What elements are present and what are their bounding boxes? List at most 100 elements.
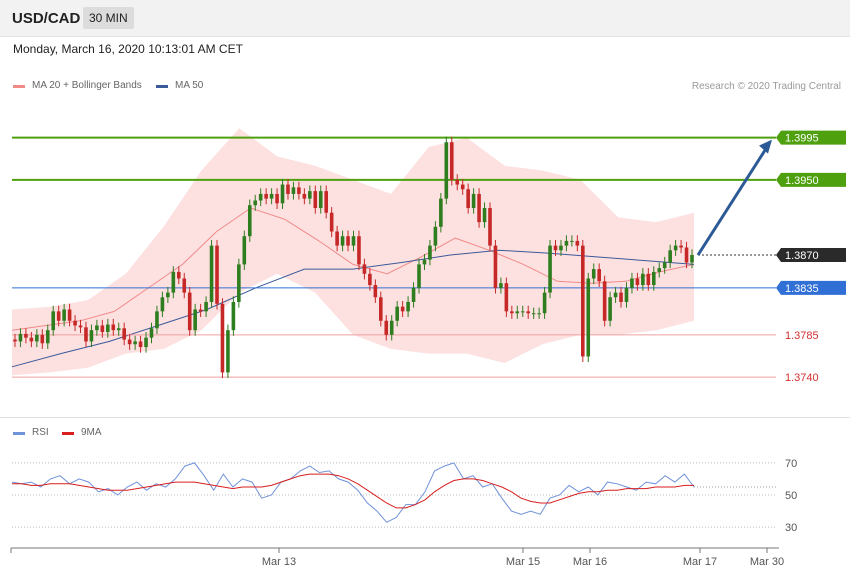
candle-body xyxy=(247,205,252,237)
candle-body xyxy=(460,184,465,190)
candle-body xyxy=(488,208,492,246)
candle-body xyxy=(111,324,116,331)
candle-body xyxy=(237,264,241,302)
candle-body xyxy=(253,200,258,206)
candle-body xyxy=(335,231,339,246)
candle-body xyxy=(313,191,318,209)
candle-body xyxy=(422,259,427,265)
candle-body xyxy=(602,281,607,321)
candle-body xyxy=(624,287,629,302)
candle-body xyxy=(286,184,290,194)
candle-body xyxy=(73,320,77,326)
candle-body xyxy=(662,262,667,269)
candle-body xyxy=(351,236,356,246)
candle-body xyxy=(531,313,536,315)
candle-body xyxy=(679,245,683,248)
candle-body xyxy=(95,325,99,331)
candle-body xyxy=(400,306,405,312)
bollinger-band xyxy=(12,128,694,376)
candle-body xyxy=(504,283,509,312)
candle-body xyxy=(297,187,301,194)
rsi-legend-label: RSI xyxy=(32,427,49,438)
candle-body xyxy=(389,320,394,335)
candle-body xyxy=(149,328,154,338)
candle-body xyxy=(417,264,421,288)
timestamp-label: Monday, March 16, 2020 10:13:01 AM CET xyxy=(13,42,243,56)
level-label-1.3740: 1.3740 xyxy=(785,372,819,384)
candle-body xyxy=(40,334,45,344)
rsi-tick-label: 30 xyxy=(785,522,797,534)
candle-body xyxy=(499,283,503,288)
candle-body xyxy=(520,311,525,313)
candle-body xyxy=(471,193,476,209)
candle-body xyxy=(275,193,279,204)
candle-body xyxy=(373,285,378,298)
ma20-legend-label: MA 20 + Bollinger Bands xyxy=(32,80,142,91)
candle-body xyxy=(619,292,623,302)
candle-body xyxy=(51,311,56,331)
candle-body xyxy=(13,339,17,342)
candle-body xyxy=(291,187,296,194)
candle-body xyxy=(155,311,159,329)
rsi-ma-legend-swatch xyxy=(62,432,74,435)
candle-body xyxy=(482,208,487,223)
candle-body xyxy=(668,250,672,263)
ma50-legend-label: MA 50 xyxy=(175,80,204,91)
rsi-tick-label: 70 xyxy=(785,458,797,470)
candle-body xyxy=(215,245,219,304)
candle-body xyxy=(466,189,470,209)
panel-divider xyxy=(0,417,850,418)
candle-body xyxy=(324,191,329,213)
candle-body xyxy=(340,236,345,246)
candle-body xyxy=(526,311,531,314)
candle-body xyxy=(608,297,612,321)
candle-body xyxy=(133,341,137,345)
candle-body xyxy=(362,264,367,274)
candle-body xyxy=(591,269,596,279)
timeframe-badge[interactable]: 30 MIN xyxy=(83,7,134,29)
candle-body xyxy=(515,311,520,314)
candle-body xyxy=(62,309,66,321)
candle-body xyxy=(641,273,645,286)
candle-body xyxy=(411,287,416,302)
candle-body xyxy=(368,273,372,286)
candle-body xyxy=(318,191,323,209)
candle-body xyxy=(384,320,389,335)
level-label-1.3835: 1.3835 xyxy=(785,283,819,295)
candle-body xyxy=(559,245,563,251)
candle-body xyxy=(29,337,34,342)
candle-body xyxy=(657,268,662,272)
ma50-legend-swatch xyxy=(156,85,168,88)
candle-body xyxy=(493,245,498,288)
candle-body xyxy=(280,184,285,204)
candle-body xyxy=(84,327,88,342)
symbol-label: USD/CAD xyxy=(12,10,81,27)
candle-body xyxy=(613,292,618,298)
level-label-1.3950: 1.3950 xyxy=(785,175,819,187)
candle-body xyxy=(553,245,558,251)
x-tick-label: Mar 17 xyxy=(683,556,717,568)
level-label-1.3870: 1.3870 xyxy=(785,250,819,262)
candle-body xyxy=(166,292,170,298)
candle-body xyxy=(56,311,61,321)
candle-body xyxy=(542,292,547,314)
candle-body xyxy=(160,297,165,312)
level-tag-1.3870 xyxy=(776,248,846,262)
candle-body xyxy=(346,236,350,246)
candle-body xyxy=(439,198,443,227)
candle-body xyxy=(433,226,438,246)
level-label-1.3995: 1.3995 xyxy=(785,133,819,145)
candle-body xyxy=(651,271,656,286)
rsi-ma-legend-label: 9MA xyxy=(81,427,102,438)
candle-body xyxy=(18,333,23,342)
candle-body xyxy=(45,330,50,344)
candle-body xyxy=(329,212,334,232)
candle-body xyxy=(242,236,247,265)
candle-body xyxy=(35,334,39,342)
candle-body xyxy=(455,179,460,185)
level-tag-1.3950 xyxy=(776,172,846,187)
candle-body xyxy=(193,309,197,331)
candle-body xyxy=(171,271,176,293)
candle-body xyxy=(106,324,110,333)
